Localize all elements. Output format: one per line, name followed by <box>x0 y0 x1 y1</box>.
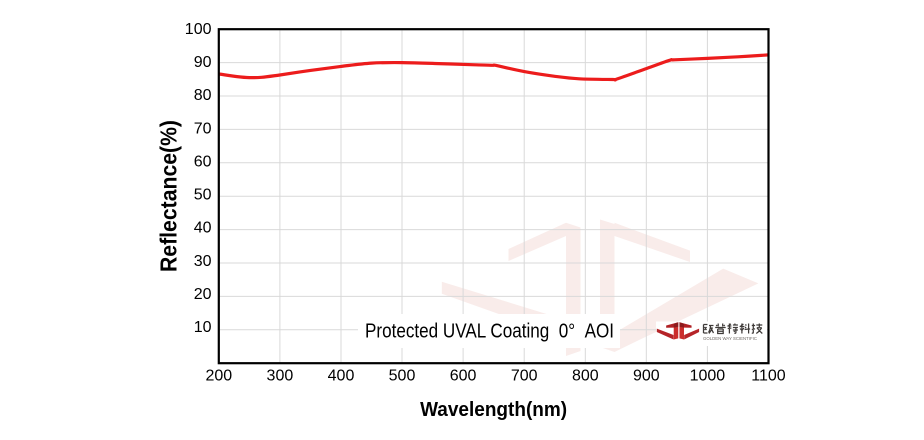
svg-text:80: 80 <box>194 87 212 104</box>
svg-text:90: 90 <box>194 54 212 71</box>
svg-text:500: 500 <box>389 368 416 385</box>
svg-text:400: 400 <box>328 368 355 385</box>
svg-text:20: 20 <box>194 286 212 303</box>
svg-text:Reflectance(%): Reflectance(%) <box>156 120 182 272</box>
svg-text:40: 40 <box>194 220 212 237</box>
svg-text:GOLDEN WAY SCIENTIFIC: GOLDEN WAY SCIENTIFIC <box>703 336 757 342</box>
svg-text:700: 700 <box>511 368 538 385</box>
svg-text:60: 60 <box>194 153 212 170</box>
svg-text:Protected UVAL Coating 0° AO: Protected UVAL Coating 0° AOI <box>365 321 614 343</box>
svg-text:200: 200 <box>205 368 232 385</box>
svg-text:10: 10 <box>194 319 212 336</box>
svg-text:50: 50 <box>194 187 212 204</box>
svg-text:100: 100 <box>185 21 212 38</box>
svg-text:30: 30 <box>194 253 212 270</box>
svg-text:800: 800 <box>572 368 599 385</box>
svg-text:Wavelength(nm): Wavelength(nm) <box>420 399 567 421</box>
svg-text:1000: 1000 <box>690 368 726 385</box>
svg-text:300: 300 <box>267 368 294 385</box>
svg-text:900: 900 <box>633 368 660 385</box>
svg-text:70: 70 <box>194 120 212 137</box>
svg-text:1100: 1100 <box>751 368 786 385</box>
svg-text:600: 600 <box>450 368 477 385</box>
